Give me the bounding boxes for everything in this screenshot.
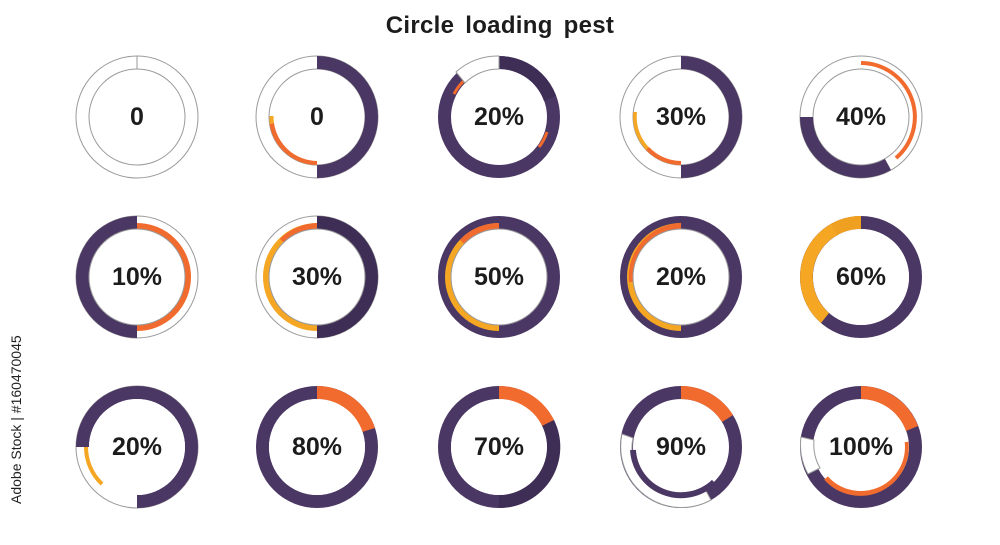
ring-graphic [75,55,199,179]
ring-10: 20% [72,382,202,512]
ring-11: 80% [252,382,382,512]
ring-graphic [438,55,560,178]
ring-label: 50% [473,262,525,291]
ring-label: 0 [310,102,324,131]
ring-label: 40% [835,102,887,131]
ring-4: 40% [796,52,926,182]
ring-0: 0 [72,52,202,182]
ring-graphic [438,385,561,509]
ring-graphic [75,385,199,509]
ring-label: 30% [655,102,707,131]
ring-2: 20% [434,52,564,182]
ring-14: 100% [796,382,926,512]
ring-7: 50% [434,212,564,342]
ring-label: 20% [473,102,525,131]
ring-3: 30% [616,52,746,182]
ring-graphic [620,216,742,338]
ring-graphic [75,215,199,339]
ring-label: 70% [473,432,525,461]
ring-graphic [255,215,379,339]
ring-label: 90% [655,432,707,461]
ring-label: 20% [655,262,707,291]
ring-graphic [255,55,379,179]
ring-label: 100% [829,432,893,461]
ring-8: 20% [616,212,746,342]
ring-5: 10% [72,212,202,342]
page-title: Circle loading pest [385,12,615,39]
ring-label: 0 [130,102,144,131]
ring-1: 0 [252,52,382,182]
ring-label: 80% [291,432,343,461]
ring-graphic [620,385,742,508]
ring-label: 30% [291,262,343,291]
ring-label: 20% [111,432,163,461]
ring-graphic [438,216,560,338]
ring-graphic [619,55,743,179]
ring-label: 10% [111,262,163,291]
ring-9: 60% [796,212,926,342]
ring-label: 60% [835,262,887,291]
ring-graphic [799,55,923,179]
ring-13: 90% [616,382,746,512]
ring-12: 70% [434,382,564,512]
ring-graphic [256,386,378,508]
ring-graphic [800,386,922,508]
ring-graphic [800,216,922,338]
ring-6: 30% [252,212,382,342]
